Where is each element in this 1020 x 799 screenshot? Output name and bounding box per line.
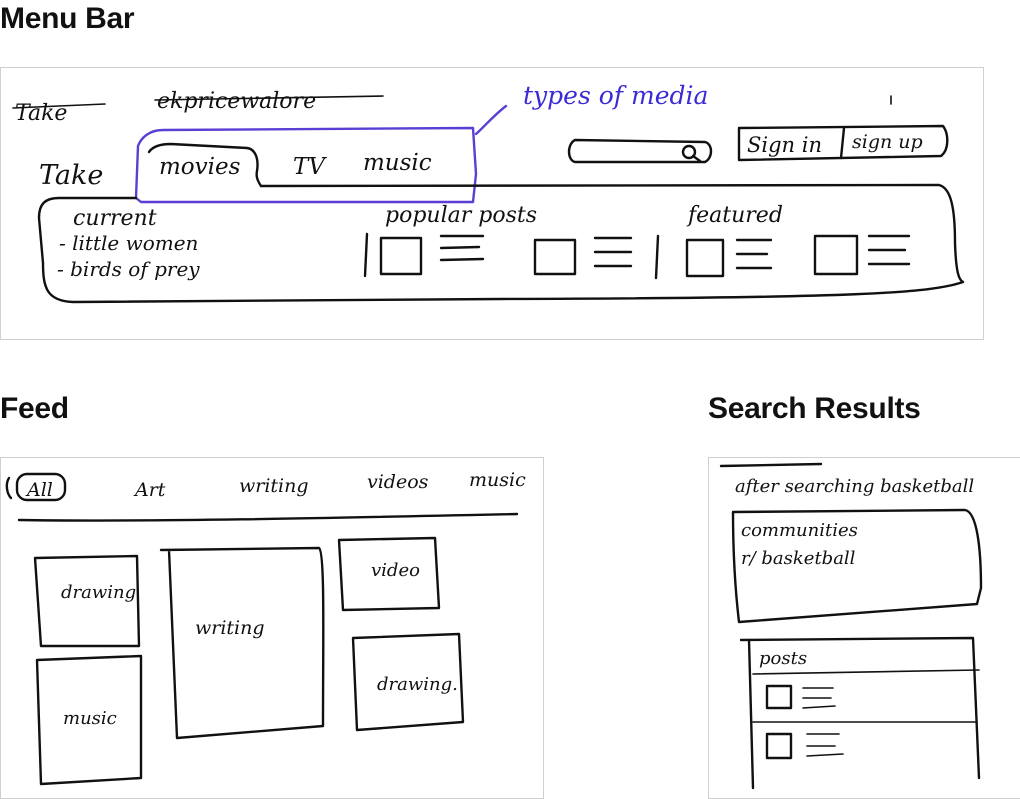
tab-music[interactable]: music: [363, 150, 432, 176]
community-result[interactable]: r/ basketball: [741, 548, 856, 569]
sign-in-button[interactable]: Sign in: [747, 133, 822, 157]
communities-heading: communities: [741, 520, 858, 541]
featured-thumbnail-2[interactable]: [813, 234, 911, 276]
search-icon: [681, 144, 697, 160]
tab-movies[interactable]: movies: [159, 154, 241, 180]
featured-thumbnail-1[interactable]: [685, 238, 773, 278]
posts-heading: posts: [759, 648, 807, 669]
feed-card-writing[interactable]: writing: [159, 546, 325, 740]
logo-scribble: Take: [15, 101, 67, 126]
popular-posts-heading: popular posts: [385, 203, 537, 228]
svg-text:music: music: [63, 708, 117, 729]
search-query-header: after searching basketball: [735, 476, 974, 497]
menu-bar-heading: Menu Bar: [0, 2, 135, 35]
current-item-1[interactable]: - little women: [59, 231, 198, 255]
svg-text:drawing.: drawing.: [377, 674, 458, 695]
posts-panel: posts: [739, 636, 981, 790]
search-results-heading: Search Results: [708, 392, 921, 425]
feed-tab-all[interactable]: All: [25, 479, 53, 501]
search-input[interactable]: [567, 138, 713, 164]
feed-tab-art[interactable]: Art: [133, 479, 166, 501]
tab-tv[interactable]: TV: [293, 154, 327, 180]
site-logo: Take: [39, 160, 103, 191]
featured-heading: featured: [686, 203, 783, 228]
feed-tab-music[interactable]: music: [469, 469, 526, 491]
current-item-2[interactable]: - birds of prey: [57, 257, 200, 281]
svg-text:writing: writing: [195, 617, 265, 639]
feed-sketch: All Art writing videos music drawing wri…: [0, 457, 544, 799]
feed-heading: Feed: [0, 392, 69, 425]
crossed-out-text: ekpricewalore: [157, 89, 316, 114]
sign-up-button[interactable]: sign up: [852, 131, 923, 153]
svg-text:drawing: drawing: [61, 582, 136, 603]
post-result-1[interactable]: [765, 684, 836, 710]
feed-card-drawing[interactable]: drawing: [33, 554, 141, 648]
svg-text:video: video: [371, 560, 420, 581]
current-heading: current: [73, 206, 157, 231]
feed-card-music[interactable]: music: [35, 654, 143, 786]
search-results-sketch: after searching basketball communities r…: [708, 457, 1020, 799]
types-of-media-annotation: types of media: [523, 81, 708, 110]
communities-panel: communities r/ basketball: [731, 508, 983, 624]
post-thumbnail-2[interactable]: [533, 236, 633, 276]
menu-bar-sketch: Take ekpricewalore Take types of media m…: [0, 67, 984, 340]
feed-tab-writing[interactable]: writing: [239, 475, 309, 497]
feed-card-drawing-2[interactable]: drawing.: [351, 632, 465, 732]
feed-tab-videos[interactable]: videos: [367, 471, 429, 493]
post-thumbnail-1[interactable]: [379, 234, 485, 276]
post-result-2[interactable]: [765, 732, 844, 760]
feed-card-video[interactable]: video: [337, 536, 441, 612]
